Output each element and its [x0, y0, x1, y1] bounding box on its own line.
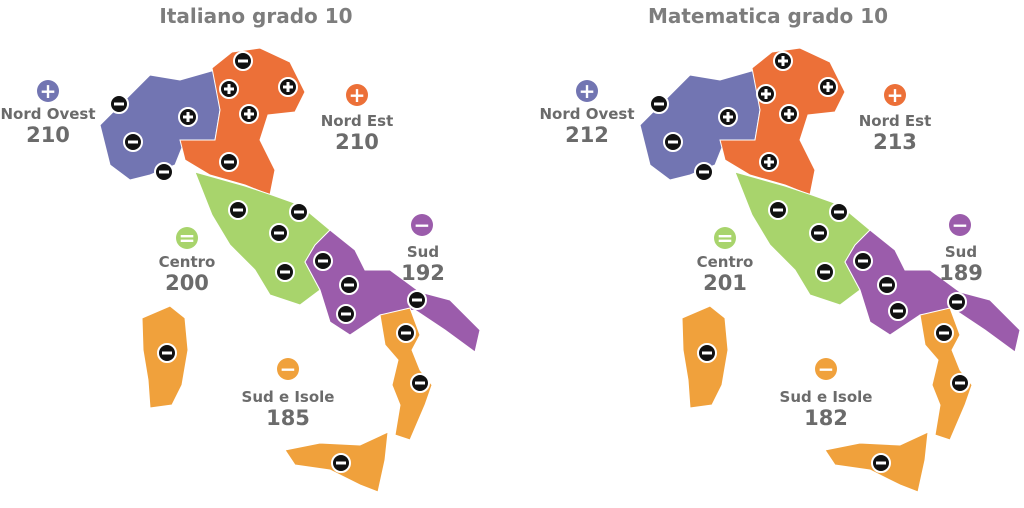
label-nord-est: Nord Est 210: [320, 112, 394, 154]
equal-icon: =: [714, 227, 736, 249]
region-markers: [649, 51, 970, 473]
minus-icon: [339, 275, 359, 295]
minus-icon: −: [949, 214, 971, 236]
minus-icon: [888, 301, 908, 321]
plus-icon: +: [346, 84, 368, 106]
plus-icon: +: [576, 80, 598, 102]
minus-icon: [275, 262, 295, 282]
minus-icon: [396, 323, 416, 343]
label-nord-est: Nord Est 213: [858, 112, 932, 154]
plus-icon: [219, 79, 239, 99]
minus-icon: [934, 323, 954, 343]
region-sud-isole-peninsula: [379, 307, 433, 441]
plus-icon: [759, 152, 779, 172]
label-sud: Sud 192: [401, 243, 445, 285]
minus-icon: −: [815, 358, 837, 380]
minus-icon: [109, 94, 129, 114]
minus-icon: [697, 343, 717, 363]
minus-icon: [663, 132, 683, 152]
minus-icon: [407, 290, 427, 310]
minus-icon: [313, 251, 333, 271]
minus-icon: [289, 202, 309, 222]
minus-icon: [815, 262, 835, 282]
plus-icon: [779, 104, 799, 124]
label-sud-isole: Sud e Isole 185: [241, 388, 335, 430]
minus-icon: [123, 132, 143, 152]
minus-icon: [269, 223, 289, 243]
minus-icon: [768, 200, 788, 220]
plus-icon: +: [37, 80, 59, 102]
minus-icon: [331, 453, 351, 473]
minus-icon: [950, 373, 970, 393]
label-nord-ovest: Nord Ovest 212: [539, 105, 635, 147]
minus-icon: [157, 343, 177, 363]
minus-icon: [694, 162, 714, 182]
minus-icon: [219, 152, 239, 172]
panel-title: Italiano grado 10: [159, 4, 353, 28]
minus-icon: [410, 373, 430, 393]
equal-icon: =: [176, 227, 198, 249]
minus-icon: [853, 251, 873, 271]
plus-icon: [773, 51, 793, 71]
label-sud-isole: Sud e Isole 182: [779, 388, 873, 430]
minus-icon: [154, 162, 174, 182]
minus-icon: [649, 94, 669, 114]
italy-map: [99, 47, 481, 493]
minus-icon: −: [277, 358, 299, 380]
panel-matematica: Matematica grado 10 Nord Ovest 212 + Nor…: [512, 0, 1024, 508]
label-centro: Centro 200: [158, 253, 216, 295]
minus-icon: [947, 292, 967, 312]
region-markers: [109, 51, 430, 473]
panel-italiano: Italiano grado 10 Nord Ovest 210 + Nord …: [0, 4, 481, 493]
minus-icon: [336, 304, 356, 324]
plus-icon: [818, 77, 838, 97]
label-nord-ovest: Nord Ovest 210: [0, 105, 96, 147]
minus-icon: −: [411, 214, 433, 236]
minus-icon: [233, 51, 253, 71]
plus-icon: [178, 107, 198, 127]
region-sud: [844, 229, 1021, 353]
minus-icon: [877, 275, 897, 295]
minus-icon: [829, 202, 849, 222]
panel-title: Matematica grado 10: [647, 4, 889, 28]
minus-icon: [228, 200, 248, 220]
label-centro: Centro 201: [696, 253, 754, 295]
plus-icon: [718, 107, 738, 127]
plus-icon: [278, 77, 298, 97]
plus-icon: [756, 84, 776, 104]
plus-icon: +: [884, 84, 906, 106]
plus-icon: [239, 104, 259, 124]
label-sud: Sud 189: [939, 243, 983, 285]
minus-icon: [809, 223, 829, 243]
italy-map: [639, 47, 1021, 493]
region-sud-isole-peninsula: [919, 307, 973, 441]
minus-icon: [871, 453, 891, 473]
